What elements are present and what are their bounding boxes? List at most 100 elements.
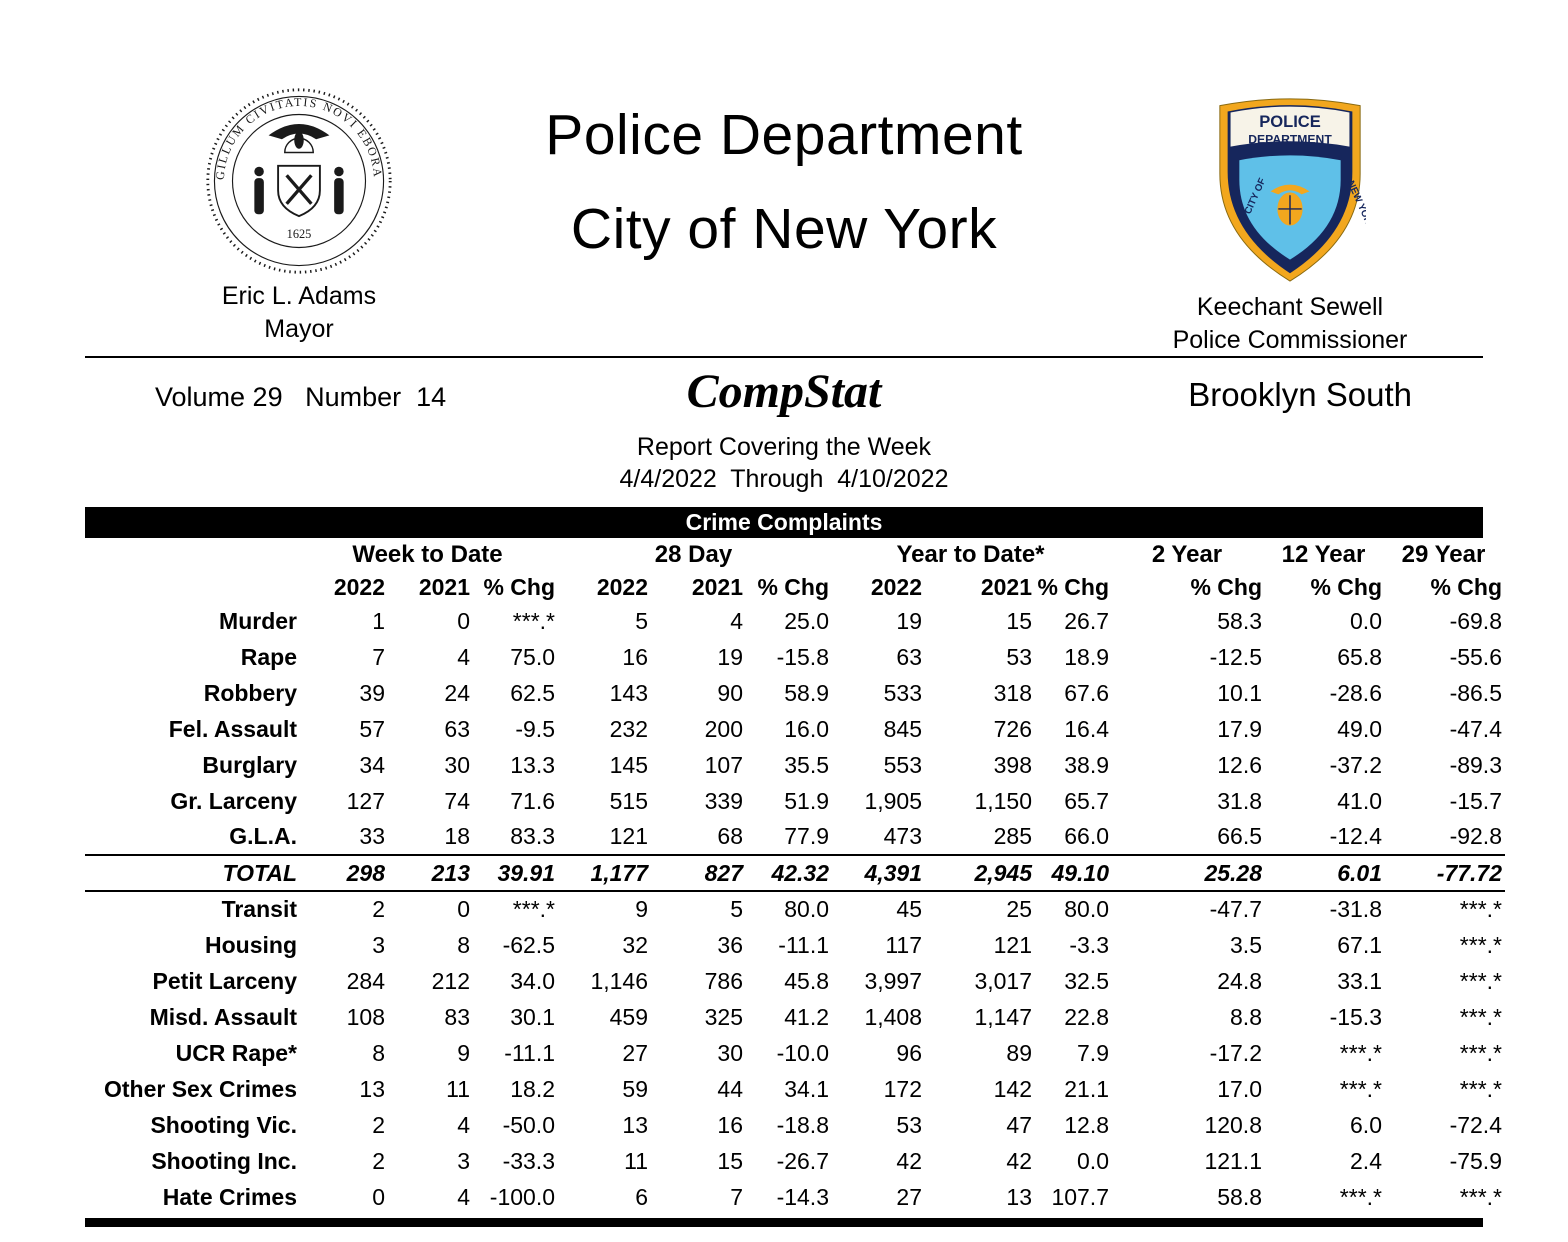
value-cell: 51.9 [784, 787, 829, 814]
commissioner-block: POLICE DEPARTMENT CITY OF NEW YORK Keech… [1160, 90, 1420, 355]
value-cell: -15.3 [1329, 1003, 1382, 1030]
report-name: CompStat [686, 365, 882, 418]
value-cell: 26.7 [1064, 607, 1109, 634]
value-cell: ***.* [1339, 1075, 1382, 1102]
value-cell: -50.0 [502, 1111, 555, 1138]
value-cell: 15 [717, 1147, 743, 1174]
value-cell: 6.0 [1350, 1111, 1382, 1138]
value-cell: -14.3 [776, 1183, 829, 1210]
value-cell: 74 [444, 787, 470, 814]
value-cell: 45.8 [784, 967, 829, 994]
row-label: UCR Rape* [175, 1039, 297, 1066]
value-cell: 77.9 [784, 823, 829, 849]
value-cell: 107.7 [1051, 1183, 1109, 1210]
value-cell: -72.4 [1449, 1111, 1502, 1138]
value-cell: 318 [993, 679, 1032, 706]
value-cell: 120.8 [1204, 1111, 1262, 1138]
value-cell: 3.5 [1230, 931, 1262, 958]
value-cell: -62.5 [502, 931, 555, 958]
bottom-rule [85, 1218, 1483, 1227]
value-cell: 9 [635, 896, 648, 922]
value-cell: 63 [896, 643, 922, 670]
value-cell: 5 [635, 607, 648, 634]
value-cell: 0.0 [1077, 1147, 1109, 1174]
value-cell: ***.* [1459, 1183, 1502, 1210]
value-cell: 19 [896, 607, 922, 634]
mayor-title: Mayor [264, 315, 334, 343]
value-cell: 18.9 [1064, 643, 1109, 670]
value-cell: 16.0 [784, 715, 829, 742]
value-cell: 17.9 [1217, 715, 1262, 742]
value-cell: -33.3 [502, 1147, 555, 1174]
row-label: Shooting Inc. [151, 1147, 297, 1174]
value-cell: 121 [993, 931, 1032, 958]
value-cell: 4 [457, 1183, 470, 1210]
value-cell: 53 [896, 1111, 922, 1138]
row-label: TOTAL [85, 854, 300, 892]
value-cell: 58.9 [784, 679, 829, 706]
row-label: Burglary [202, 751, 297, 778]
value-cell: 213 [388, 854, 473, 892]
table-row: Shooting Vic. 2 4 -50.0 13 16 -18.8 53 47 12.8 120… [85, 1107, 1505, 1143]
table-row: G.L.A. 33 18 83.3 121 68 77.9 473 285 66.0 66.5 -12… [85, 819, 1505, 855]
row-label: Hate Crimes [162, 1183, 297, 1210]
row-label: Petit Larceny [152, 967, 297, 994]
value-cell: 7 [730, 1183, 743, 1210]
value-cell: 0 [457, 896, 470, 922]
patch-department-text: DEPARTMENT [1248, 133, 1332, 147]
value-cell: 8 [457, 931, 470, 958]
value-cell: 11 [446, 1075, 470, 1102]
col-header: 2021 [980, 574, 1032, 600]
value-cell: 32.5 [1064, 967, 1109, 994]
col-header: 2022 [596, 574, 648, 600]
seal-year-text: 1625 [287, 227, 312, 241]
value-cell: 398 [993, 751, 1032, 778]
value-cell: 59 [622, 1075, 648, 1102]
value-cell: 3 [372, 931, 385, 958]
value-cell: 30 [717, 1039, 743, 1066]
row-label: Transit [221, 896, 297, 922]
value-cell: 2 [372, 1111, 385, 1138]
col-header: 2021 [691, 574, 743, 600]
table-row: Robbery 39 24 62.5 143 90 58.9 533 318 67.6 10.1 -2… [85, 675, 1505, 711]
value-cell: 1,146 [590, 967, 648, 994]
group-header-29-year: 29 Year [1401, 541, 1486, 568]
row-label: Murder [219, 607, 297, 634]
value-cell: 284 [346, 967, 385, 994]
table-row: Murder 1 0 ***.* 5 4 25.0 19 15 26.7 58.3 0.0 -69.8 [85, 603, 1505, 639]
value-cell: 172 [883, 1075, 922, 1102]
value-cell: 12.8 [1064, 1111, 1109, 1138]
value-cell: 786 [704, 967, 743, 994]
report-identity-row: Volume 29 Number 14 CompStat Brooklyn So… [0, 358, 1568, 432]
value-cell: 121 [609, 823, 648, 849]
value-cell: 1 [372, 607, 385, 634]
col-header: % Chg [483, 574, 555, 600]
value-cell: 18 [444, 823, 470, 849]
value-cell: -69.8 [1449, 607, 1502, 634]
value-cell: -86.5 [1449, 679, 1502, 706]
value-cell: 1,905 [864, 787, 922, 814]
row-label: G.L.A. [229, 823, 297, 849]
spacer-cell [85, 538, 300, 572]
date-range: 4/4/2022 Through 4/10/2022 [619, 465, 949, 493]
value-cell: 4 [730, 607, 743, 634]
value-cell: ***.* [1459, 1075, 1502, 1102]
header-divider [85, 356, 1483, 358]
mayor-block: SIGILLUM CIVITATIS NOVI EBORACI [185, 86, 413, 344]
group-header-12-year: 12 Year [1281, 541, 1366, 568]
patch-police-text: POLICE [1259, 112, 1321, 131]
value-cell: 298 [300, 854, 388, 892]
table-row: Petit Larceny 284 212 34.0 1,146 786 45.8 3,997… [85, 963, 1505, 999]
value-cell: 9 [457, 1039, 470, 1066]
value-cell: 8.8 [1230, 1003, 1262, 1030]
value-cell: 7.9 [1077, 1039, 1109, 1066]
value-cell: ***.* [512, 896, 555, 922]
value-cell: -26.7 [776, 1147, 829, 1174]
value-cell: 5 [730, 896, 743, 922]
value-cell: -47.4 [1449, 715, 1502, 742]
value-cell: 232 [609, 715, 648, 742]
value-cell: 36 [717, 931, 743, 958]
value-cell: 39 [359, 679, 385, 706]
value-cell: 13 [1006, 1183, 1032, 1210]
total-row: TOTAL 298 213 39.91 1,177 827 42.32 4,391 2,945 4… [85, 854, 1505, 892]
